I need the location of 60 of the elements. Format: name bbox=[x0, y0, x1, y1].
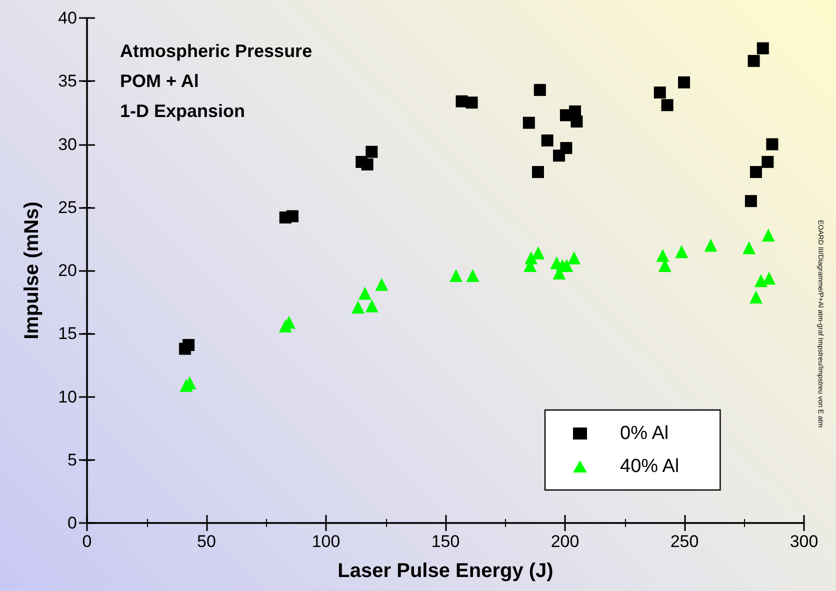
point bbox=[358, 286, 372, 300]
y-tick-label: 0 bbox=[68, 514, 77, 532]
y-tick-label: 40 bbox=[58, 8, 77, 28]
point bbox=[541, 134, 554, 146]
point bbox=[704, 238, 718, 252]
point bbox=[560, 142, 572, 154]
annotation: Atmospheric Pressure bbox=[120, 41, 312, 61]
point bbox=[762, 272, 776, 285]
y-tick-label: 25 bbox=[58, 198, 77, 217]
point bbox=[762, 156, 774, 168]
point bbox=[766, 138, 778, 150]
point bbox=[750, 166, 762, 178]
point bbox=[524, 251, 538, 264]
x-tick-label: 250 bbox=[670, 532, 699, 551]
x-tick-label: 50 bbox=[197, 532, 216, 551]
point bbox=[365, 299, 378, 312]
point bbox=[532, 246, 545, 260]
point bbox=[352, 300, 365, 314]
x-tick-label: 300 bbox=[790, 532, 818, 551]
point bbox=[742, 241, 756, 254]
x-tick-label: 100 bbox=[312, 532, 340, 551]
point bbox=[532, 166, 544, 178]
point bbox=[656, 248, 670, 262]
point bbox=[375, 278, 388, 291]
x-tick-label: 200 bbox=[550, 532, 580, 551]
point bbox=[361, 158, 374, 170]
annotation: POM + Al bbox=[120, 71, 199, 91]
x-tick-label: 150 bbox=[431, 532, 460, 551]
point bbox=[568, 251, 581, 264]
point bbox=[748, 54, 760, 67]
point bbox=[654, 86, 666, 98]
point bbox=[754, 274, 768, 288]
annotation: 1-D Expansion bbox=[120, 101, 246, 121]
point bbox=[466, 96, 478, 109]
x-tick-label: 0 bbox=[82, 532, 92, 551]
point bbox=[756, 42, 769, 54]
point bbox=[749, 290, 762, 304]
point bbox=[522, 116, 535, 129]
point bbox=[744, 195, 757, 208]
point bbox=[675, 245, 688, 258]
legend-label: 40% Al bbox=[620, 456, 680, 477]
point bbox=[762, 228, 775, 242]
point bbox=[534, 84, 546, 96]
legend-label: 0% Al bbox=[620, 423, 669, 444]
point bbox=[570, 116, 583, 128]
y-tick-label: 35 bbox=[58, 72, 77, 91]
y-tick-label: 20 bbox=[58, 261, 77, 280]
y-tick-label: 30 bbox=[58, 134, 77, 154]
point bbox=[286, 210, 299, 222]
y-tick-label: 15 bbox=[58, 324, 77, 344]
point bbox=[182, 338, 195, 351]
point bbox=[450, 269, 463, 282]
y-tick-label: 10 bbox=[58, 387, 77, 406]
point bbox=[466, 269, 480, 282]
point bbox=[661, 99, 674, 112]
x-axis-title: Laser Pulse Energy (J) bbox=[338, 560, 554, 582]
y-tick-label: 5 bbox=[68, 450, 77, 470]
point bbox=[678, 76, 690, 88]
y-axis-title: Impulse (mNs) bbox=[21, 202, 43, 340]
point bbox=[366, 146, 378, 158]
